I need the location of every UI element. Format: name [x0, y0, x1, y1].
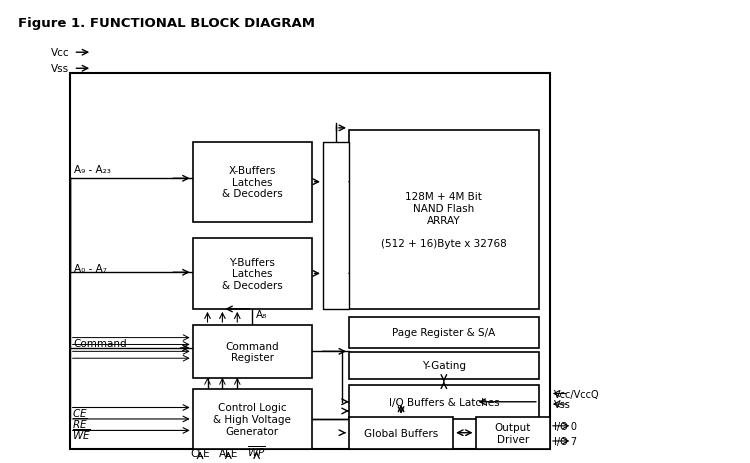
FancyBboxPatch shape	[193, 142, 312, 222]
FancyBboxPatch shape	[70, 74, 550, 449]
Text: Y-Buffers
Latches
& Decoders: Y-Buffers Latches & Decoders	[222, 257, 283, 290]
FancyBboxPatch shape	[349, 317, 538, 348]
FancyBboxPatch shape	[323, 142, 349, 309]
FancyBboxPatch shape	[349, 131, 538, 309]
Text: $\overline{CE}$: $\overline{CE}$	[72, 405, 88, 419]
FancyBboxPatch shape	[349, 385, 538, 419]
Text: Figure 1. FUNCTIONAL BLOCK DIAGRAM: Figure 1. FUNCTIONAL BLOCK DIAGRAM	[18, 17, 315, 30]
FancyBboxPatch shape	[193, 389, 312, 449]
Text: Vss: Vss	[51, 64, 69, 74]
Text: Global Buffers: Global Buffers	[364, 428, 438, 438]
FancyBboxPatch shape	[349, 417, 453, 449]
Text: 128M + 4M Bit
NAND Flash
ARRAY

(512 + 16)Byte x 32768: 128M + 4M Bit NAND Flash ARRAY (512 + 16…	[381, 192, 507, 248]
Text: A₀ - A₇: A₀ - A₇	[74, 263, 106, 273]
Text: Page Register & S/A: Page Register & S/A	[392, 328, 496, 338]
FancyBboxPatch shape	[193, 325, 312, 378]
FancyBboxPatch shape	[193, 238, 312, 309]
Text: $\overline{WP}$: $\overline{WP}$	[248, 443, 266, 458]
Text: X-Buffers
Latches
& Decoders: X-Buffers Latches & Decoders	[222, 166, 283, 199]
Text: $\overline{RE}$: $\overline{RE}$	[72, 415, 88, 430]
Text: I/O Buffers & Latches: I/O Buffers & Latches	[388, 397, 500, 407]
FancyBboxPatch shape	[476, 417, 550, 449]
Text: Output
Driver: Output Driver	[494, 422, 531, 444]
Text: Control Logic
& High Voltage
Generator: Control Logic & High Voltage Generator	[213, 402, 291, 436]
Text: CLE: CLE	[190, 448, 210, 458]
Text: A₈: A₈	[256, 309, 267, 319]
Text: Vss: Vss	[554, 399, 571, 409]
Text: Vcc: Vcc	[51, 48, 70, 58]
FancyBboxPatch shape	[349, 352, 538, 379]
Text: $\overline{WE}$: $\overline{WE}$	[72, 426, 91, 441]
Text: Command: Command	[74, 338, 127, 349]
Text: Y-Gating: Y-Gating	[422, 361, 466, 370]
Text: A₉ - A₂₃: A₉ - A₂₃	[74, 165, 110, 175]
Text: Vcc/VccQ: Vcc/VccQ	[554, 388, 599, 399]
Text: I/O 0: I/O 0	[554, 421, 577, 431]
Text: I/O 7: I/O 7	[554, 436, 577, 446]
Text: Command
Register: Command Register	[225, 341, 279, 363]
Text: ALE: ALE	[219, 448, 238, 458]
